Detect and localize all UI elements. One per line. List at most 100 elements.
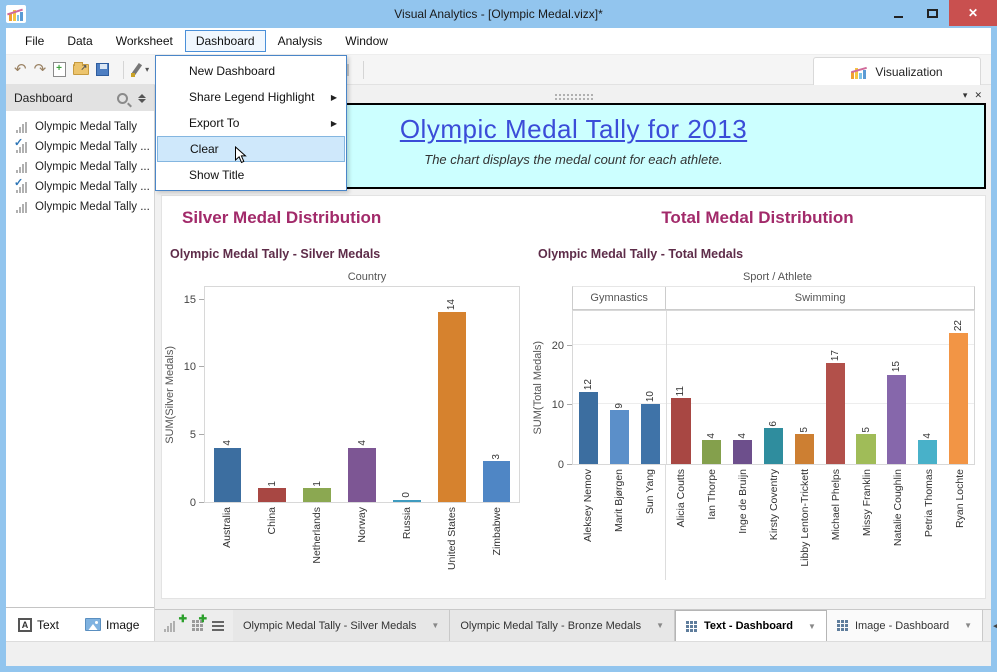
bar-value-label: 17 bbox=[829, 349, 841, 361]
submenu-arrow-icon: ▶ bbox=[330, 92, 337, 102]
tab-menu-caret-icon[interactable]: ▼ bbox=[656, 621, 664, 630]
toolbar: ↶ ↷ + ↗ ▾ Visualization bbox=[6, 55, 991, 85]
category-label: China bbox=[265, 507, 278, 535]
undo-icon[interactable]: ↶ bbox=[14, 60, 27, 78]
new-file-icon[interactable]: + bbox=[53, 62, 67, 77]
bar-zimbabwe[interactable] bbox=[482, 461, 511, 502]
dashboard-list: Olympic Medal Tally ✓ Olympic Medal Tally … bbox=[6, 111, 154, 607]
bar-russia[interactable] bbox=[392, 500, 421, 502]
y-tick-label: 0 bbox=[557, 459, 573, 471]
design-wizard-icon[interactable]: ▾ bbox=[131, 63, 149, 77]
bar-value-label: 22 bbox=[953, 319, 965, 331]
maximize-button[interactable] bbox=[915, 0, 949, 26]
category-label: Russia bbox=[401, 507, 414, 540]
category-label: Zimbabwe bbox=[491, 507, 504, 556]
minimize-button[interactable] bbox=[881, 0, 915, 26]
bar-natalie-coughlin[interactable] bbox=[887, 374, 907, 464]
sidebar-title: Dashboard bbox=[14, 91, 73, 105]
bar-inge-de-bruijn[interactable] bbox=[733, 440, 753, 464]
visualization-tab[interactable]: Visualization bbox=[813, 57, 981, 85]
tab-olympic-medal-tally-bronze-medals[interactable]: Olympic Medal Tally - Bronze Medals ▼ bbox=[450, 610, 675, 641]
bar-kirsty-coventry[interactable] bbox=[763, 428, 784, 464]
y-axis-title: SUM(Total Medals) bbox=[532, 340, 544, 435]
tab-image-dashboard[interactable]: Image - Dashboard ▼ bbox=[826, 610, 984, 641]
widget-menu-icon[interactable]: ▾ bbox=[962, 90, 968, 100]
category-label: Australia bbox=[220, 507, 233, 548]
widget-close-icon[interactable]: ✕ bbox=[974, 90, 982, 100]
sort-icon[interactable] bbox=[138, 93, 146, 103]
bar-value-label: 1 bbox=[311, 480, 323, 487]
menu-option-share-legend-highlight[interactable]: Share Legend Highlight ▶ bbox=[189, 90, 337, 104]
menu-bar: File Data Worksheet Dashboard Analysis Window bbox=[6, 28, 991, 55]
tab-menu-caret-icon[interactable]: ▼ bbox=[431, 621, 440, 630]
category-label: Natalie Coughlin bbox=[891, 469, 904, 547]
bar-value-label: 3 bbox=[491, 453, 503, 460]
bar-netherlands[interactable] bbox=[303, 488, 332, 502]
sidebar-item-2[interactable]: ✓ Olympic Medal Tally ... bbox=[14, 137, 150, 153]
open-file-icon[interactable]: ↗ bbox=[73, 62, 90, 75]
bar-australia[interactable] bbox=[213, 447, 242, 502]
menu-item-window[interactable]: Window bbox=[345, 34, 388, 48]
chart-subtitle: Olympic Medal Tally - Silver Medals bbox=[170, 247, 381, 261]
new-dashboard-icon[interactable]: ✚ bbox=[192, 614, 207, 631]
dashboard-grid-icon bbox=[836, 620, 848, 631]
bar-libby-lenton-trickett[interactable] bbox=[794, 434, 814, 464]
bar-value-label: 1 bbox=[266, 480, 278, 487]
widget-drag-handle[interactable] bbox=[553, 93, 594, 101]
group-label-gymnastics: Gymnastics bbox=[590, 292, 648, 304]
bar-aleksey-nemov[interactable] bbox=[578, 392, 598, 464]
save-icon[interactable] bbox=[96, 63, 110, 76]
tab-scroll-left-icon[interactable]: ◂ bbox=[993, 620, 997, 632]
bar-united-states[interactable] bbox=[437, 312, 466, 502]
image-widget-button[interactable]: Image bbox=[85, 618, 139, 632]
y-axis-title: SUM(Silver Medals) bbox=[164, 345, 176, 444]
menu-item-data[interactable]: Data bbox=[67, 34, 93, 48]
menu-option-show-title[interactable]: Show Title bbox=[189, 168, 245, 182]
tab-text-dashboard[interactable]: Text - Dashboard ▼ bbox=[675, 610, 827, 641]
menu-item-worksheet[interactable]: Worksheet bbox=[115, 34, 173, 48]
bar-norway[interactable] bbox=[348, 447, 376, 502]
sidebar-item-3[interactable]: Olympic Medal Tally ... bbox=[6, 157, 154, 177]
dashboard-grid-icon bbox=[686, 620, 697, 632]
menu-option-export-to[interactable]: Export To ▶ bbox=[189, 116, 337, 130]
category-label: Sun Yang bbox=[643, 469, 656, 515]
tab-olympic-medal-tally-silver-medals[interactable]: Olympic Medal Tally - Silver Medals ▼ bbox=[233, 610, 451, 641]
redo-icon[interactable]: ↷ bbox=[33, 60, 47, 78]
sidebar-item-5[interactable]: Olympic Medal Tally ... bbox=[6, 197, 154, 217]
text-widget-button[interactable]: A Text bbox=[18, 617, 59, 632]
category-label: Libby Lenton-Trickett bbox=[798, 469, 811, 567]
chart-subtitle: Olympic Medal Tally - Total Medals bbox=[538, 247, 744, 261]
bar-petria-thomas[interactable] bbox=[918, 440, 938, 464]
y-tick-label: 10 bbox=[183, 361, 205, 374]
bar-michael-phelps[interactable] bbox=[825, 362, 845, 464]
menu-option-clear[interactable]: Clear bbox=[157, 136, 345, 164]
bar-alicia-coutts[interactable] bbox=[671, 398, 691, 464]
bar-ryan-lochte[interactable] bbox=[948, 332, 969, 464]
dashboard-title: Olympic Medal Tally for 2013 bbox=[399, 114, 748, 144]
bar-missy-franklin[interactable] bbox=[856, 434, 876, 464]
new-worksheet-icon[interactable]: ✚ bbox=[164, 614, 187, 632]
bar-marit-bjørgen[interactable] bbox=[609, 410, 629, 464]
worksheet-icon bbox=[16, 201, 30, 213]
menu-item-dashboard[interactable]: Dashboard bbox=[184, 30, 266, 52]
category-label: Marit Bjørgen bbox=[612, 469, 625, 533]
sheet-list-icon[interactable] bbox=[212, 620, 224, 631]
bar-sun-yang[interactable] bbox=[640, 404, 660, 464]
bar-ian-thorpe[interactable] bbox=[702, 440, 722, 464]
sidebar-item-4[interactable]: ✓ Olympic Medal Tally ... bbox=[14, 177, 150, 193]
tab-menu-caret-icon[interactable]: ▼ bbox=[808, 621, 816, 631]
bar-value-label: 4 bbox=[221, 440, 233, 446]
sidebar-item-1[interactable]: Olympic Medal Tally bbox=[6, 117, 154, 137]
menu-option-new-dashboard[interactable]: New Dashboard bbox=[189, 64, 276, 78]
bar-value-label: 0 bbox=[401, 492, 413, 498]
menu-item-analysis[interactable]: Analysis bbox=[277, 34, 323, 48]
bar-value-label: 6 bbox=[767, 420, 779, 427]
y-tick-label: 0 bbox=[189, 497, 205, 509]
close-button[interactable]: ✕ bbox=[949, 0, 997, 26]
bar-value-label: 15 bbox=[891, 361, 903, 373]
search-icon[interactable] bbox=[117, 92, 128, 104]
y-tick-label: 20 bbox=[551, 339, 573, 352]
tab-menu-caret-icon[interactable]: ▼ bbox=[964, 621, 973, 630]
bar-china[interactable] bbox=[258, 488, 287, 502]
menu-item-file[interactable]: File bbox=[25, 34, 45, 48]
